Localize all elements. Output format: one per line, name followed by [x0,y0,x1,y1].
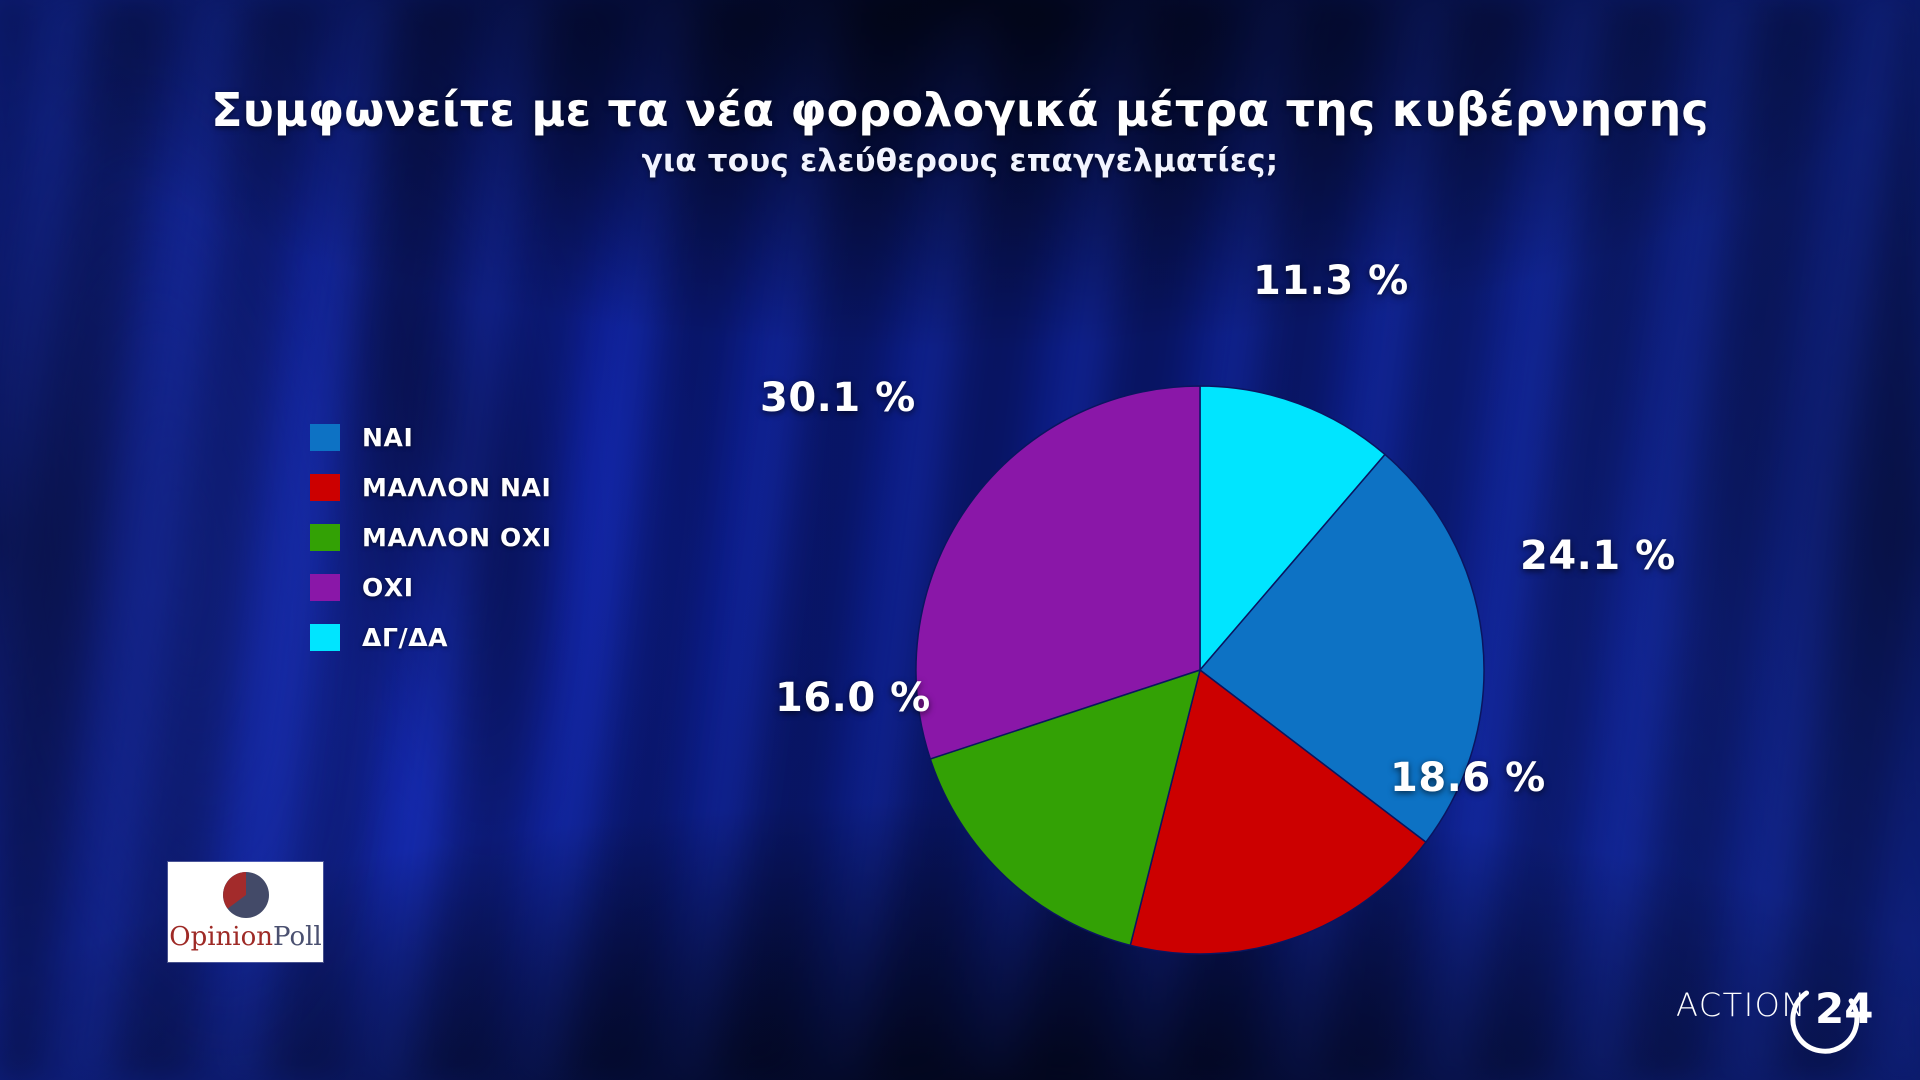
legend-swatch-icon [310,573,340,601]
title-block: Συμφωνείτε με τα νέα φορολογικά μέτρα τη… [0,86,1920,179]
legend-item-label: ΜΑΛΛΟΝ ΝΑΙ [362,472,552,502]
pie-chart-svg [915,385,1485,955]
legend-item-mallon-nai[interactable]: ΜΑΛΛΟΝ ΝΑΙ [310,462,552,512]
legend-item-oxi[interactable]: ΟΧΙ [310,562,552,612]
action24-logo: ACTION 24 [1672,966,1886,1054]
pie-label-dgda: 11.3 % [1253,258,1409,304]
pie-label-nai: 24.1 % [1520,533,1676,579]
legend-item-label: ΝΑΙ [362,422,414,452]
action24-ring-icon [1790,990,1860,1054]
action24-number: 24 [1815,984,1873,1033]
legend-item-mallon-oxi[interactable]: ΜΑΛΛΟΝ ΟΧΙ [310,512,552,562]
legend-item-label: ΜΑΛΛΟΝ ΟΧΙ [362,522,552,552]
legend-swatch-icon [310,473,340,501]
pie-label-oxi: 30.1 % [760,375,916,421]
pie-chart[interactable] [900,370,1500,970]
page-title: Συμφωνείτε με τα νέα φορολογικά μέτρα τη… [211,83,1709,137]
legend-item-label: ΔΓ/ΔΑ [362,622,449,652]
opinionpoll-word-opinion: Opinion [169,922,273,952]
legend-swatch-icon [310,423,340,451]
opinionpoll-pie-icon [222,872,269,918]
opinionpoll-word-poll: Poll [273,922,322,952]
pie-label-mallon-nai: 18.6 % [1390,755,1546,801]
pie-label-mallon-oxi: 16.0 % [775,675,931,721]
legend-item-nai[interactable]: ΝΑΙ [310,412,552,462]
pie-slice[interactable] [1129,668,1427,955]
page-subtitle: για τους ελεύθερους επαγγελματίες; [641,142,1279,179]
action24-wordmark: ACTION [1676,986,1807,1024]
opinionpoll-logo: OpinionPoll [168,862,323,962]
legend-item-dgda[interactable]: ΔΓ/ΔΑ [310,612,552,662]
pie-slice[interactable] [1199,385,1387,673]
pie-slice[interactable] [1198,453,1485,844]
chart-legend: ΝΑΙ ΜΑΛΛΟΝ ΝΑΙ ΜΑΛΛΟΝ ΟΧΙ ΟΧΙ ΔΓ/ΔΑ [310,412,552,662]
legend-swatch-icon [310,523,340,551]
opinionpoll-wordmark: OpinionPoll [168,924,323,950]
pie-slice-group [915,385,1485,955]
action24-logo-svg: ACTION 24 [1676,984,1873,1054]
pie-slice[interactable] [915,385,1201,760]
pie-slice[interactable] [929,668,1202,947]
legend-item-label: ΟΧΙ [362,572,414,602]
legend-swatch-icon [310,623,340,651]
